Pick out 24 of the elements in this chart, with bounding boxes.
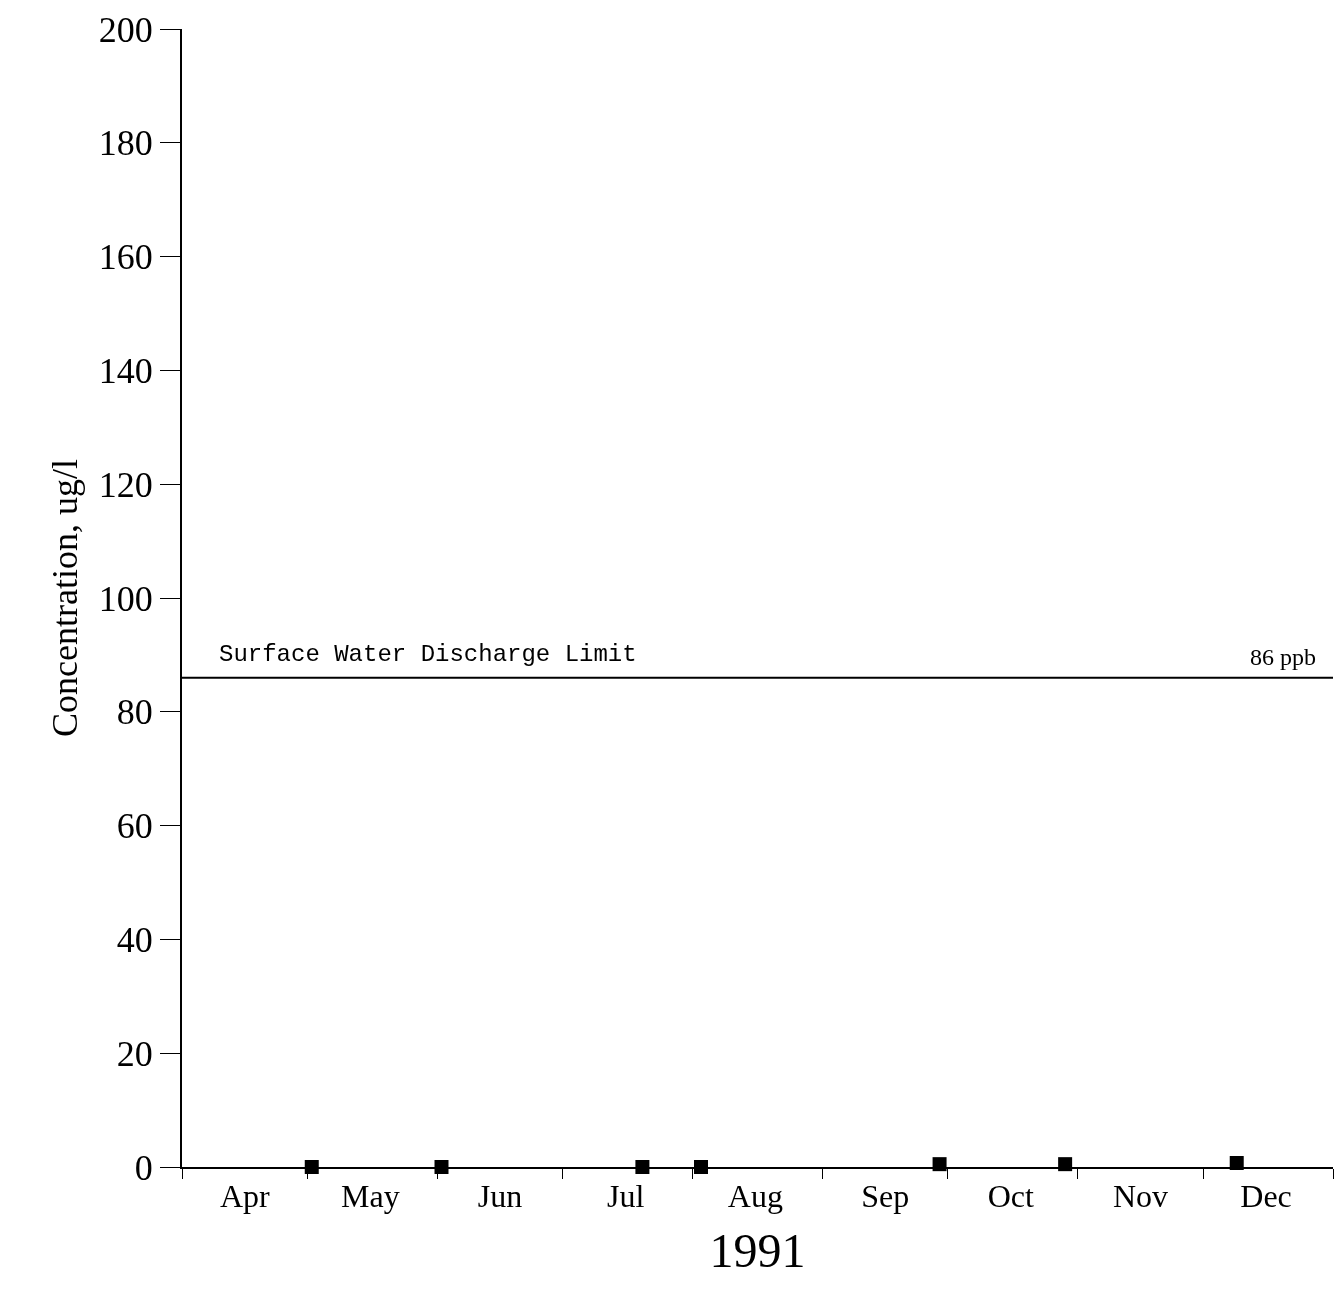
y-tick-label: 100	[98, 578, 153, 619]
x-axis-title: 1991	[709, 1224, 806, 1277]
x-tick-label: Dec	[1240, 1178, 1292, 1215]
annotation: 86 ppb	[1250, 644, 1316, 670]
x-tick-label: Sep	[861, 1178, 910, 1215]
y-tick-label: 20	[116, 1033, 153, 1074]
x-tick-label: Jun	[477, 1178, 523, 1215]
y-tick-label: 40	[116, 920, 153, 960]
y-tick-label: 180	[98, 123, 153, 164]
x-tick-label: Aug	[727, 1178, 783, 1215]
y-tick-label: 160	[98, 237, 153, 278]
y-tick-label: 120	[98, 464, 153, 505]
y-tick-label: 60	[116, 806, 153, 847]
y-tick-label: 80	[116, 692, 153, 733]
y-tick-label: 140	[98, 351, 153, 391]
ref-line-label: Surface Water Discharge Limit	[219, 641, 637, 668]
x-tick-label: Apr	[219, 1178, 271, 1215]
x-tick-label: Nov	[1112, 1178, 1169, 1215]
y-axis-title: Concentration, ug/l	[45, 459, 86, 737]
x-tick-label: Oct	[987, 1178, 1034, 1215]
x-tick-label: May	[341, 1178, 400, 1215]
y-tick-label: 200	[98, 9, 153, 50]
x-tick-label: Jul	[606, 1178, 645, 1215]
y-tick-label: 0	[134, 1147, 153, 1188]
